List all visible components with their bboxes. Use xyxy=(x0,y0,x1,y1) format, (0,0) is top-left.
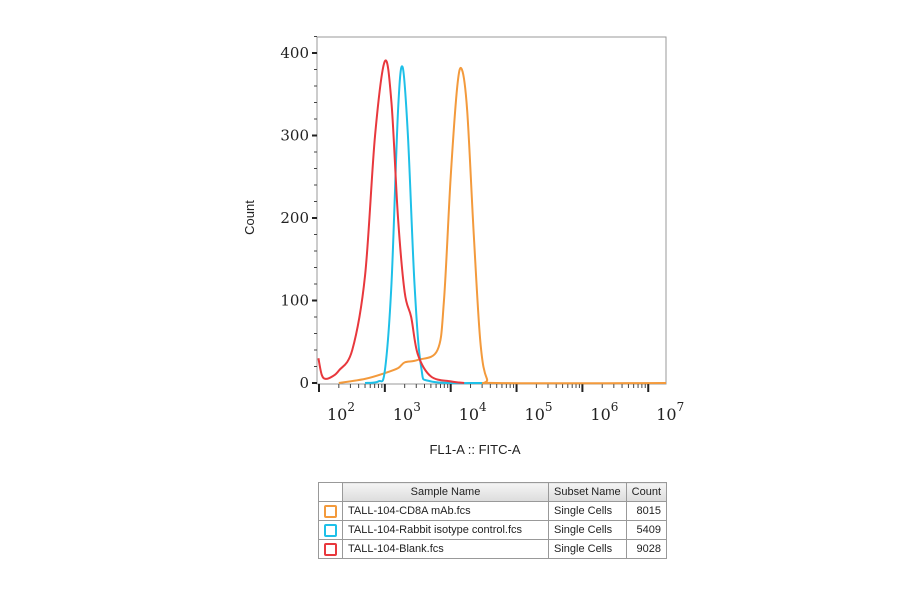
histogram-line xyxy=(338,66,667,385)
x-tick-exponent: 4 xyxy=(479,400,487,414)
y-tick-label: 400 xyxy=(280,44,309,62)
color-swatch xyxy=(318,501,343,521)
x-tick-label: 106 xyxy=(590,400,618,424)
color-swatch xyxy=(318,539,343,559)
cell-count: 5409 xyxy=(625,520,668,540)
sample-legend-table: Sample Name Subset Name Count TALL-104-C… xyxy=(318,482,668,559)
color-swatch xyxy=(318,520,343,540)
header-sample-name: Sample Name xyxy=(342,482,549,502)
subset-name: Single Cells xyxy=(548,539,627,559)
x-tick-label: 105 xyxy=(525,400,553,424)
x-tick-exponent: 6 xyxy=(611,400,619,414)
cell-count: 9028 xyxy=(625,539,668,559)
x-tick-label: 102 xyxy=(327,400,355,424)
table-row[interactable]: TALL-104-Blank.fcs Single Cells 9028 xyxy=(318,539,668,559)
swatch-icon xyxy=(324,542,337,556)
cell-count: 8015 xyxy=(625,501,668,521)
table-row[interactable]: TALL-104-Rabbit isotype control.fcs Sing… xyxy=(318,520,668,540)
y-tick-label: 300 xyxy=(280,127,309,145)
x-tick-exponent: 7 xyxy=(677,400,685,414)
plot-frame xyxy=(316,36,667,385)
y-tick-label: 0 xyxy=(299,374,309,392)
sample-name: TALL-104-Blank.fcs xyxy=(342,539,549,559)
x-tick-label: 104 xyxy=(459,400,487,424)
x-axis-label: FL1-A :: FITC-A xyxy=(429,442,521,457)
swatch-header xyxy=(318,482,343,502)
x-tick-exponent: 3 xyxy=(413,400,421,414)
x-tick-label: 103 xyxy=(393,400,421,424)
swatch-icon xyxy=(324,504,337,518)
sample-name: TALL-104-CD8A mAb.fcs xyxy=(342,501,549,521)
y-tick-label: 200 xyxy=(280,209,309,227)
y-tick-label: 100 xyxy=(280,292,309,310)
header-count: Count xyxy=(625,482,668,502)
histogram-line xyxy=(364,65,483,385)
subset-name: Single Cells xyxy=(548,501,627,521)
x-tick-label: 107 xyxy=(656,400,684,424)
table-header-row: Sample Name Subset Name Count xyxy=(318,482,668,502)
sample-name: TALL-104-Rabbit isotype control.fcs xyxy=(342,520,549,540)
table-row[interactable]: TALL-104-CD8A mAb.fcs Single Cells 8015 xyxy=(318,501,668,521)
swatch-icon xyxy=(324,523,337,537)
header-subset-name: Subset Name xyxy=(548,482,627,502)
y-axis-label: Count xyxy=(241,200,257,235)
histogram-line xyxy=(317,59,465,384)
subset-name: Single Cells xyxy=(548,520,627,540)
x-tick-exponent: 5 xyxy=(545,400,553,414)
x-tick-exponent: 2 xyxy=(347,400,355,414)
